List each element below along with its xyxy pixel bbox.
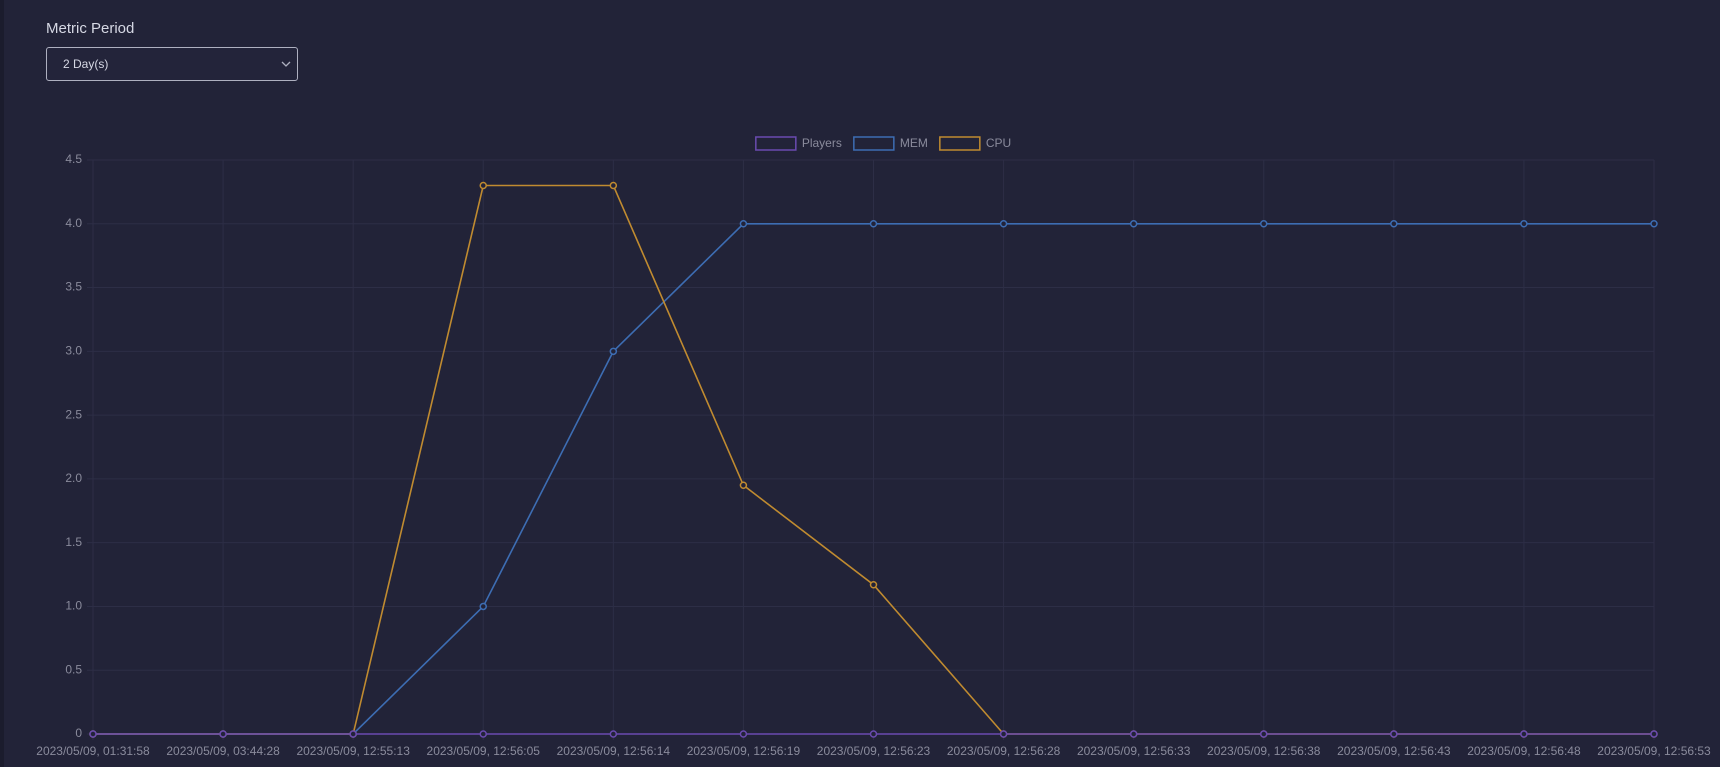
data-point [479, 602, 487, 611]
data-point [999, 730, 1008, 738]
data-point [1390, 220, 1398, 228]
data-point [1260, 220, 1268, 228]
data-point [609, 347, 618, 356]
x-tick-label: 2023/05/09, 01:31:58 [36, 744, 150, 758]
data-point [1520, 730, 1528, 738]
data-point [1650, 730, 1658, 738]
data-point [609, 730, 618, 738]
x-tick-label: 2023/05/09, 12:56:48 [1467, 744, 1581, 758]
y-tick-label: 3.0 [65, 344, 82, 358]
data-point [739, 481, 748, 490]
data-point [869, 581, 878, 589]
x-tick-label: 2023/05/09, 12:56:23 [817, 744, 931, 758]
legend-label: CPU [986, 136, 1011, 150]
chevron [281, 61, 291, 67]
data-point [219, 730, 227, 738]
data-point [609, 181, 618, 190]
data-point [1129, 220, 1138, 228]
y-tick-label: 4.5 [65, 152, 82, 166]
data-point [1390, 730, 1398, 738]
x-tick-label: 2023/05/09, 12:56:43 [1337, 744, 1451, 758]
data-point [869, 220, 878, 228]
data-point [869, 730, 878, 738]
data-point [89, 730, 97, 738]
legend-swatch [853, 136, 895, 151]
period-select[interactable]: 2 Day(s) [46, 47, 298, 81]
field-label: Metric Period [46, 20, 135, 37]
y-tick-label: 1.5 [65, 535, 82, 549]
legend-swatch [939, 136, 981, 151]
x-tick-label: 2023/05/09, 12:56:05 [427, 744, 541, 758]
sidebar [0, 0, 4, 767]
y-tick-label: 4.0 [65, 216, 82, 230]
x-tick-label: 2023/05/09, 12:56:28 [947, 744, 1061, 758]
legend-swatch [755, 136, 797, 151]
x-tick-label: 2023/05/09, 03:44:28 [166, 744, 280, 758]
y-tick-label: 0.5 [65, 662, 82, 676]
legend-label: Players [802, 136, 842, 150]
y-tick-label: 2.5 [65, 407, 82, 421]
x-tick-label: 2023/05/09, 12:55:13 [296, 744, 410, 758]
y-tick-label: 1.0 [65, 599, 82, 613]
data-point [1650, 220, 1658, 228]
x-tick-label: 2023/05/09, 12:56:19 [687, 744, 801, 758]
x-tick-label: 2023/05/09, 12:56:53 [1597, 744, 1711, 758]
data-point [479, 181, 487, 190]
y-tick-label: 0 [75, 726, 82, 740]
data-point [349, 730, 357, 738]
data-point [1520, 220, 1528, 228]
x-tick-label: 2023/05/09, 12:56:14 [557, 744, 671, 758]
select-value: 2 Day(s) [63, 57, 109, 71]
data-point [999, 220, 1008, 228]
data-point [1260, 730, 1268, 738]
x-tick-label: 2023/05/09, 12:56:33 [1077, 744, 1191, 758]
x-tick-label: 2023/05/09, 12:56:38 [1207, 744, 1321, 758]
data-point [1129, 730, 1138, 738]
data-point [739, 730, 748, 738]
y-tick-label: 2.0 [65, 471, 82, 485]
data-point [739, 220, 748, 228]
y-tick-label: 3.5 [65, 280, 82, 294]
data-point [479, 730, 487, 738]
legend-label: MEM [900, 136, 928, 150]
